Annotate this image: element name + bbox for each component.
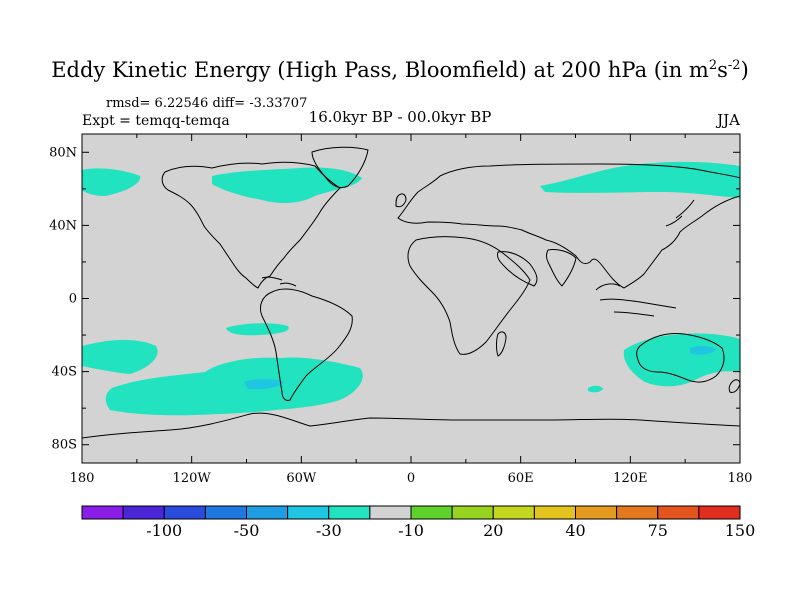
anomaly-regions xyxy=(82,161,740,416)
coastline-africa xyxy=(407,236,531,355)
anomaly-core-australia xyxy=(690,345,716,355)
lon-tick-label: 0 xyxy=(407,471,415,486)
coastline-greenland xyxy=(311,146,369,189)
colorbar-box xyxy=(246,505,289,520)
colorbar-box xyxy=(204,505,247,520)
anomaly-core-south-america xyxy=(244,379,284,390)
coastline-south-america xyxy=(259,288,353,401)
colorbar-label: -30 xyxy=(316,521,342,540)
colorbar-box xyxy=(328,505,371,520)
coastline-europe-asia xyxy=(397,163,740,289)
coastline-japan xyxy=(665,199,695,227)
colorbar-box xyxy=(492,505,535,520)
colorbar-box xyxy=(81,505,124,520)
colorbar-label: 150 xyxy=(725,521,756,540)
colorbar-labels: -100 -50 -30 -10 20 40 75 150 xyxy=(146,521,755,540)
lat-tick-label: 40N xyxy=(49,218,77,233)
colorbar-box xyxy=(533,505,576,520)
coastline-arabia xyxy=(497,251,538,287)
coastline-antarctica xyxy=(82,412,740,439)
colorbar-box xyxy=(575,505,618,520)
period-label: 16.0kyr BP - 00.0kyr BP xyxy=(308,108,492,126)
colorbar-box xyxy=(451,505,494,520)
colorbar-label: -50 xyxy=(234,521,260,540)
colorbar-box xyxy=(163,505,206,520)
colorbar-box xyxy=(410,505,453,520)
colorbar-box xyxy=(657,505,700,520)
axis-ticks xyxy=(81,134,741,463)
lon-tick-label: 60W xyxy=(286,471,317,486)
colorbar-label: -10 xyxy=(398,521,424,540)
lon-tick-label: 180 xyxy=(70,471,95,486)
lon-tick-label: 180 xyxy=(728,471,753,486)
rmsd-diff-text: rmsd= 6.22546 diff= -3.33707 xyxy=(106,96,308,111)
coastline-indonesia xyxy=(595,283,677,317)
colorbar-label: 75 xyxy=(648,521,668,540)
coastline-new-zealand xyxy=(728,379,740,393)
coastline-british-isles xyxy=(395,193,407,208)
lon-tick-label: 60E xyxy=(508,471,534,486)
lat-tick-label: 0 xyxy=(69,292,77,307)
colorbar-label: 40 xyxy=(565,521,585,540)
lat-tick-label: 80S xyxy=(52,438,77,453)
anomaly-region-north-pacific-east xyxy=(540,161,740,198)
season-label: JJA xyxy=(717,111,740,129)
anomaly-region-north-pacific-west xyxy=(82,168,141,196)
coastline-india xyxy=(546,249,577,287)
colorbar-label: 20 xyxy=(483,521,503,540)
lat-tick-label: 80N xyxy=(49,145,77,160)
lon-tick-label: 120W xyxy=(173,471,212,486)
coastline-north-america xyxy=(161,161,341,289)
anomaly-region-south-pacific xyxy=(82,339,158,374)
colorbar-label: -100 xyxy=(146,521,182,540)
experiment-label: Expt = temqq-temqa xyxy=(82,113,230,129)
coastline-caribbean xyxy=(261,276,297,287)
longitude-labels: 180 120W 60W 0 60E 120E 180 xyxy=(70,471,753,486)
coastline-madagascar xyxy=(496,331,507,357)
latitude-labels: 80N 40N 0 40S 80S xyxy=(49,145,77,452)
anomaly-region-southern-ocean xyxy=(105,357,363,416)
coastline-australia xyxy=(636,333,725,383)
lat-tick-label: 40S xyxy=(52,365,77,380)
anomaly-region-south-pacific-small xyxy=(226,323,289,336)
colorbar xyxy=(81,505,741,520)
colorbar-box xyxy=(122,505,165,520)
anomaly-region-indian-ocean-small xyxy=(588,385,603,393)
colorbar-box xyxy=(616,505,659,520)
colorbar-box xyxy=(698,505,741,520)
colorbar-box xyxy=(369,505,412,520)
colorbar-box xyxy=(287,505,330,520)
coastlines xyxy=(82,146,740,439)
anomaly-cores xyxy=(244,345,716,390)
lon-tick-label: 120E xyxy=(613,471,647,486)
anomaly-region-australia xyxy=(623,333,740,387)
map-title: Eddy Kinetic Energy (High Pass, Bloomfie… xyxy=(51,58,749,82)
